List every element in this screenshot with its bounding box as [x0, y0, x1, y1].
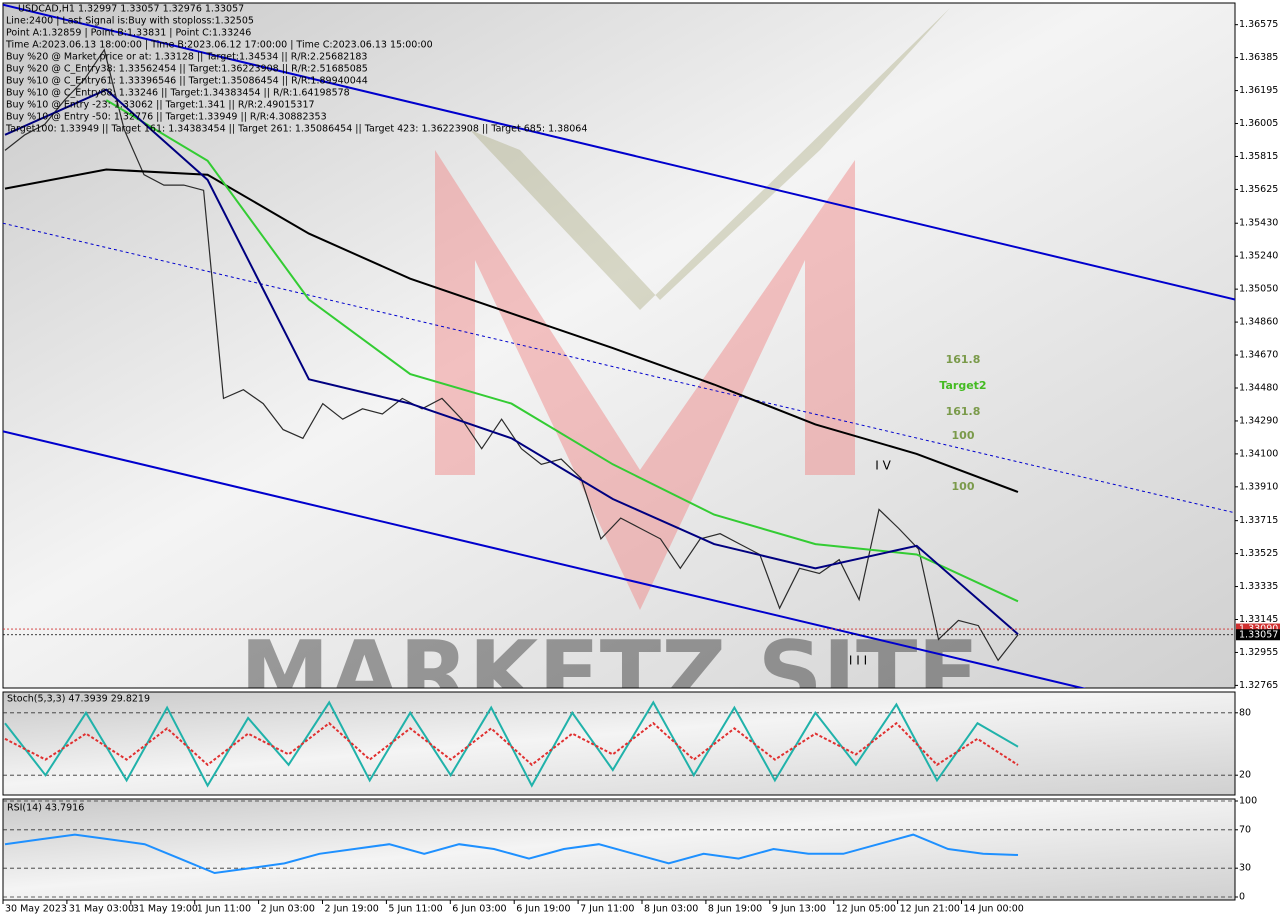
info-line: Line:2400 | Last Signal is:Buy with stop… — [6, 16, 254, 27]
y-tick-label: 1.32955 — [1239, 647, 1278, 658]
y-tick-label: 1.34100 — [1239, 448, 1278, 459]
x-tick-label: 1 Jun 11:00 — [197, 904, 251, 915]
y-tick-label: 0 — [1239, 892, 1245, 903]
x-tick-label: 12 Jun 21:00 — [900, 904, 960, 915]
level-label-bg — [1236, 629, 1280, 641]
info-line: Point A:1.32859 | Point B:1.33831 | Poin… — [6, 28, 251, 39]
x-tick-label: 30 May 2023 — [5, 904, 67, 915]
level-label: 1.33090 — [1239, 624, 1278, 635]
y-tick-label: 1.36385 — [1239, 52, 1278, 63]
wave-label: I V — [875, 459, 891, 473]
series-line — [4, 833, 1019, 875]
level-label: 1.33057 — [1239, 629, 1278, 640]
y-tick-label: 1.33335 — [1239, 581, 1278, 592]
y-tick-label: 20 — [1239, 770, 1251, 781]
y-tick-label: 70 — [1239, 824, 1251, 835]
x-tick-label: 8 Jun 19:00 — [708, 904, 762, 915]
y-tick-label: 80 — [1239, 707, 1251, 718]
fib-annotation: 161.8 — [946, 405, 981, 418]
watermark-group: MARKETZ SITE — [240, 8, 979, 727]
y-tick-label: 1.32765 — [1239, 680, 1278, 691]
top-layer: USDCAD,H1 1.32997 1.33057 1.32976 1.3305… — [2, 4, 1280, 915]
rsi-layer — [3, 800, 1235, 898]
fib-annotation: Target2 — [939, 379, 986, 392]
info-line: Buy %10 @ Entry -23: 1.33062 || Target:1… — [6, 100, 315, 111]
y-tick-label: 1.36005 — [1239, 118, 1278, 129]
info-line: Target100: 1.33949 || Target 161: 1.3438… — [5, 124, 587, 135]
y-tick-label: 1.35625 — [1239, 184, 1278, 195]
y-tick-label: 1.35430 — [1239, 218, 1278, 229]
info-line: Time A:2023.06.13 18:00:00 | Time B:2023… — [5, 40, 433, 51]
y-tick-label: 1.35050 — [1239, 284, 1278, 295]
x-tick-label: 5 Jun 11:00 — [388, 904, 442, 915]
wave-label: I I I — [849, 654, 867, 668]
main-panel — [2, 2, 1236, 689]
info-line: Buy %10 @ C_Entry88: 1.33246 || Target:1… — [6, 88, 350, 99]
main-layer — [3, 3, 1235, 688]
x-tick-label: 2 Jun 19:00 — [325, 904, 379, 915]
x-tick-label: 8 Jun 03:00 — [644, 904, 698, 915]
symbol-title: USDCAD,H1 1.32997 1.33057 1.32976 1.3305… — [18, 4, 244, 15]
y-tick-label: 1.34860 — [1239, 317, 1278, 328]
y-tick-label: 1.35815 — [1239, 151, 1278, 162]
stoch-panel — [2, 691, 1236, 796]
info-line: Buy %20 @ C_Entry38: 1.33562454 || Targe… — [6, 64, 368, 75]
watermark-logo — [435, 150, 855, 610]
info-line: Buy %10 @ C_Entry61: 1.33396546 || Targe… — [6, 76, 368, 87]
stoch-title: Stoch(5,3,3) 47.3939 29.8219 — [7, 694, 150, 705]
fib-annotation: 161.8 — [946, 353, 981, 366]
y-tick-label: 30 — [1239, 863, 1251, 874]
x-tick-label: 31 May 19:00 — [133, 904, 198, 915]
series-line — [105, 99, 1019, 603]
info-line: Buy %10 @ Entry -50: 1.32776 || Target:1… — [6, 112, 327, 123]
x-tick-label: 9 Jun 13:00 — [772, 904, 826, 915]
series-line — [4, 168, 1019, 493]
y-tick-label: 1.36575 — [1239, 19, 1278, 30]
y-tick-label: 100 — [1239, 796, 1257, 807]
channel-line — [3, 430, 1087, 688]
fib-annotation: 100 — [952, 429, 975, 442]
level-label-bg — [1236, 623, 1280, 635]
y-tick-label: 1.35240 — [1239, 251, 1278, 262]
y-tick-label: 1.36195 — [1239, 85, 1278, 96]
y-tick-label: 1.34670 — [1239, 350, 1278, 361]
x-tick-label: 6 Jun 03:00 — [452, 904, 506, 915]
x-tick-label: 14 Jun 00:00 — [964, 904, 1024, 915]
info-line: Buy %20 @ Market price or at: 1.33128 ||… — [6, 52, 367, 63]
fib-annotation: 100 — [952, 480, 975, 493]
y-tick-label: 1.33910 — [1239, 481, 1278, 492]
y-tick-label: 1.34480 — [1239, 382, 1278, 393]
series-line — [4, 721, 1019, 767]
y-tick-label: 1.33715 — [1239, 515, 1278, 526]
y-tick-label: 1.33525 — [1239, 548, 1278, 559]
channel-line — [3, 222, 1235, 514]
x-tick-label: 6 Jun 19:00 — [516, 904, 570, 915]
x-tick-label: 2 Jun 03:00 — [261, 904, 315, 915]
stoch-layer — [3, 700, 1235, 788]
channel-line — [3, 3, 1235, 301]
series-line — [4, 48, 1019, 662]
watermark-logo-top — [470, 8, 950, 310]
series-line — [4, 88, 1019, 635]
x-tick-label: 12 Jun 05:00 — [836, 904, 896, 915]
rsi-title: RSI(14) 43.7916 — [7, 803, 84, 814]
watermark-text: MARKETZ SITE — [240, 622, 979, 727]
x-tick-label: 31 May 03:00 — [69, 904, 134, 915]
y-tick-label: 1.33145 — [1239, 614, 1278, 625]
x-tick-label: 7 Jun 11:00 — [580, 904, 634, 915]
y-tick-label: 1.34290 — [1239, 415, 1278, 426]
